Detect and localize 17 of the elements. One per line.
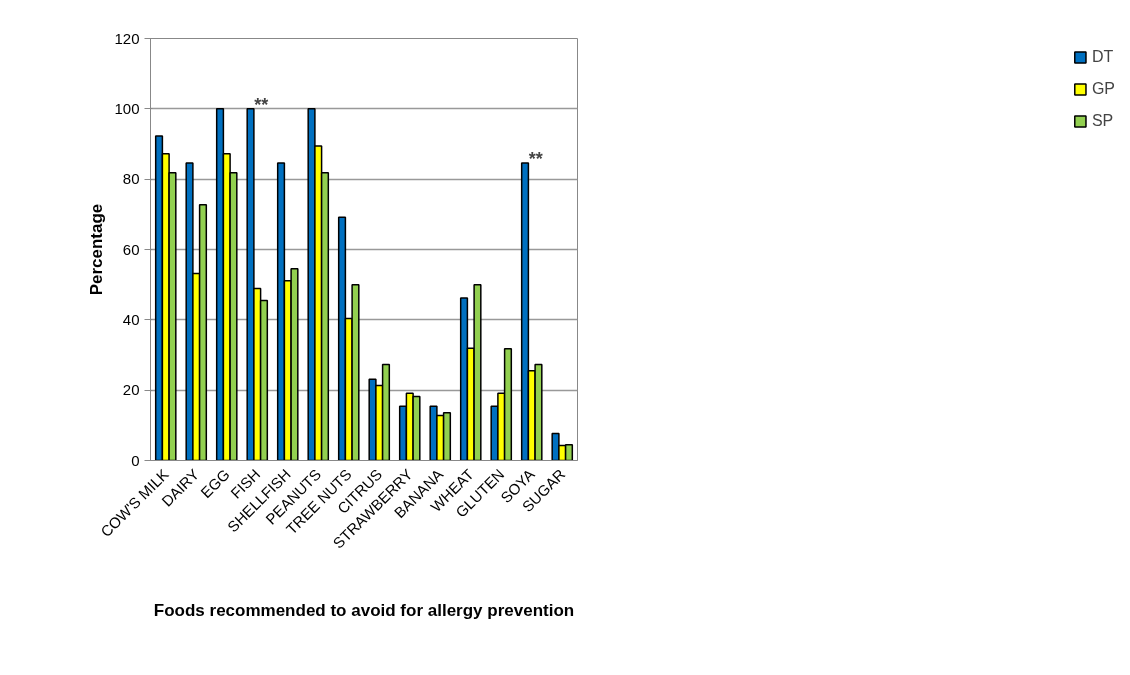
y-tick-label: 80 bbox=[122, 170, 140, 188]
y-tick-label: 20 bbox=[122, 381, 140, 399]
bar bbox=[276, 162, 286, 461]
legend-label: DT bbox=[1091, 48, 1114, 66]
annotation: ** bbox=[528, 148, 543, 169]
y-tick-label: 60 bbox=[122, 240, 140, 258]
y-axis-title: Percentage bbox=[87, 203, 107, 296]
y-tick-label: 0 bbox=[131, 451, 140, 469]
y-tick-label: 100 bbox=[114, 99, 140, 117]
bar bbox=[520, 162, 530, 461]
x-axis-title: Foods recommended to avoid for allergy prevention bbox=[153, 600, 575, 620]
legend-label: SP bbox=[1091, 112, 1114, 130]
y-tick-label: 40 bbox=[122, 310, 140, 328]
y-tick-label: 120 bbox=[114, 29, 140, 47]
legend-label: GP bbox=[1091, 80, 1115, 98]
annotation: ** bbox=[254, 94, 269, 115]
bar bbox=[337, 216, 347, 461]
